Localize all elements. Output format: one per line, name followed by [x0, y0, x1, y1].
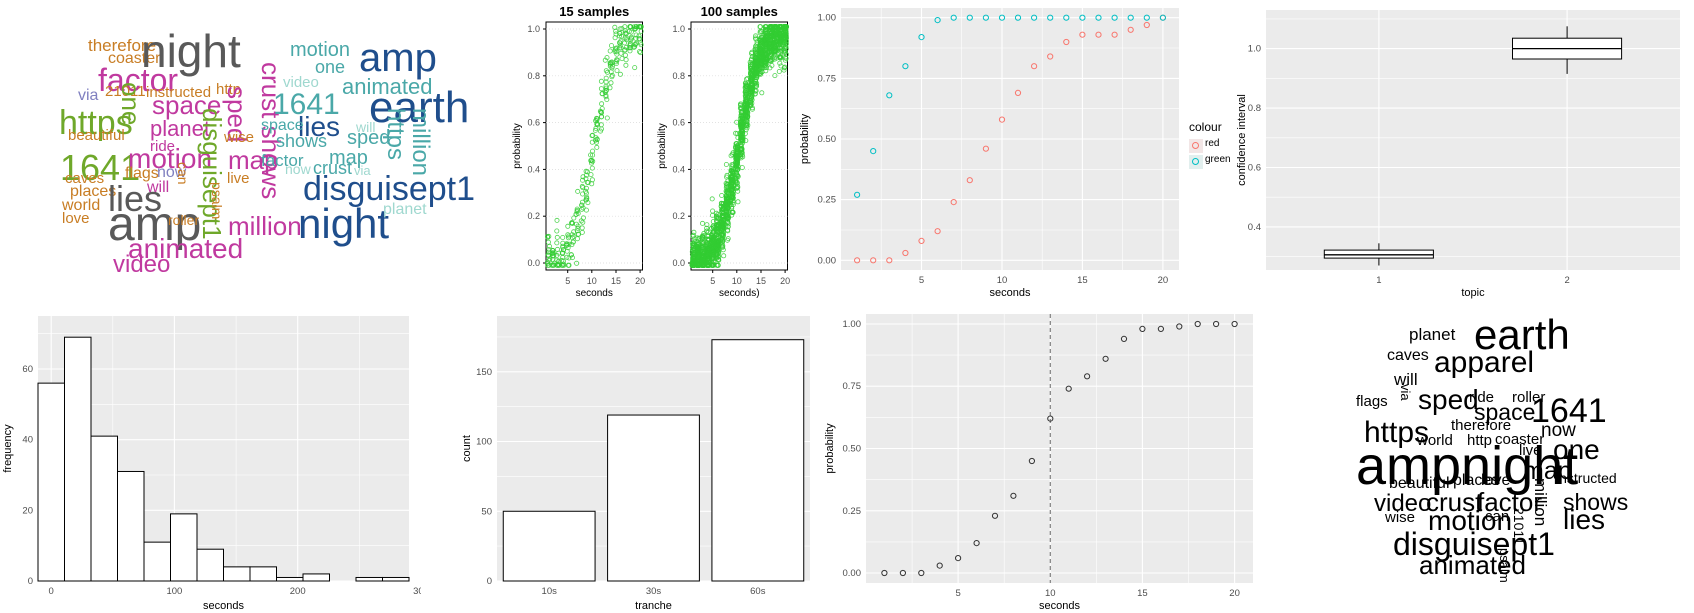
svg-text:1.0: 1.0: [672, 24, 685, 34]
svg-text:10: 10: [587, 276, 597, 286]
svg-text:15: 15: [1137, 588, 1148, 599]
svg-text:seconds: seconds: [576, 288, 613, 299]
svg-text:15 samples: 15 samples: [559, 4, 629, 19]
svg-text:0.2: 0.2: [527, 211, 540, 221]
svg-text:40: 40: [22, 435, 33, 446]
svg-text:probability: probability: [657, 123, 668, 169]
svg-text:20: 20: [22, 505, 33, 516]
svg-text:10: 10: [997, 275, 1008, 286]
svg-text:30s: 30s: [646, 586, 662, 597]
svg-text:5: 5: [955, 588, 960, 599]
svg-text:20: 20: [780, 276, 790, 286]
svg-text:probability: probability: [799, 113, 811, 164]
svg-text:0.50: 0.50: [843, 444, 862, 455]
svg-text:0: 0: [49, 586, 54, 597]
svg-text:0.50: 0.50: [818, 134, 837, 145]
svg-text:15: 15: [611, 276, 621, 286]
svg-text:0.4: 0.4: [672, 164, 685, 174]
svg-text:300: 300: [413, 586, 421, 597]
svg-text:20: 20: [1158, 275, 1169, 286]
svg-text:topic: topic: [1461, 287, 1485, 299]
svg-text:seconds: seconds: [1039, 600, 1080, 612]
svg-text:15: 15: [755, 276, 765, 286]
svg-text:60s: 60s: [750, 586, 766, 597]
svg-text:0.6: 0.6: [527, 118, 540, 128]
svg-text:0.4: 0.4: [527, 164, 540, 174]
svg-text:15: 15: [1077, 275, 1088, 286]
svg-text:0.6: 0.6: [1248, 163, 1261, 174]
svg-text:10s: 10s: [542, 586, 558, 597]
svg-text:1.00: 1.00: [818, 13, 837, 24]
svg-text:probability: probability: [512, 123, 523, 169]
svg-text:60: 60: [22, 364, 33, 375]
svg-text:100: 100: [166, 586, 182, 597]
svg-text:20: 20: [1229, 588, 1240, 599]
svg-text:tranche: tranche: [635, 600, 672, 612]
svg-text:1.00: 1.00: [843, 319, 862, 330]
svg-text:0.25: 0.25: [843, 506, 862, 517]
svg-text:count: count: [461, 435, 473, 462]
svg-text:0.0: 0.0: [527, 258, 540, 268]
svg-text:2: 2: [1564, 275, 1569, 286]
svg-text:1.0: 1.0: [527, 24, 540, 34]
svg-text:0.75: 0.75: [818, 73, 837, 84]
svg-text:0.8: 0.8: [1248, 103, 1261, 114]
svg-text:0: 0: [487, 576, 492, 587]
svg-text:0.4: 0.4: [1248, 222, 1261, 233]
svg-text:0.75: 0.75: [843, 381, 862, 392]
svg-text:1: 1: [1376, 275, 1381, 286]
svg-text:5: 5: [565, 276, 570, 286]
svg-text:100 samples: 100 samples: [700, 4, 777, 19]
svg-text:0.0: 0.0: [672, 258, 685, 268]
svg-text:seconds): seconds): [718, 288, 759, 299]
svg-text:150: 150: [476, 367, 492, 378]
svg-text:100: 100: [476, 437, 492, 448]
svg-text:probability: probability: [824, 423, 836, 474]
svg-text:seconds: seconds: [203, 600, 244, 612]
svg-text:10: 10: [731, 276, 741, 286]
svg-text:0.8: 0.8: [527, 71, 540, 81]
svg-text:0.2: 0.2: [672, 211, 685, 221]
svg-text:seconds: seconds: [990, 287, 1031, 299]
svg-text:1.0: 1.0: [1248, 44, 1261, 55]
svg-text:10: 10: [1045, 588, 1056, 599]
svg-text:0.00: 0.00: [818, 255, 837, 266]
svg-text:50: 50: [481, 506, 492, 517]
svg-text:0: 0: [28, 576, 33, 587]
svg-text:0.8: 0.8: [672, 71, 685, 81]
svg-text:frequency: frequency: [2, 424, 14, 473]
svg-text:200: 200: [290, 586, 306, 597]
svg-text:0.00: 0.00: [843, 568, 862, 579]
svg-text:0.25: 0.25: [818, 195, 837, 206]
svg-text:20: 20: [635, 276, 645, 286]
svg-text:5: 5: [710, 276, 715, 286]
svg-text:0.6: 0.6: [672, 118, 685, 128]
svg-text:5: 5: [919, 275, 924, 286]
